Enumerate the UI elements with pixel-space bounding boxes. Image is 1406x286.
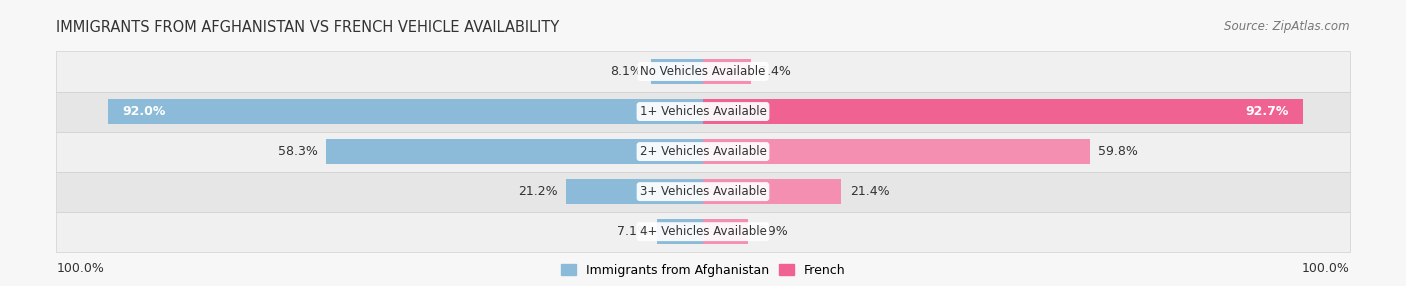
Text: Source: ZipAtlas.com: Source: ZipAtlas.com	[1225, 20, 1350, 33]
Text: 3+ Vehicles Available: 3+ Vehicles Available	[640, 185, 766, 198]
Text: 21.4%: 21.4%	[849, 185, 890, 198]
Text: 4+ Vehicles Available: 4+ Vehicles Available	[640, 225, 766, 238]
Text: 92.0%: 92.0%	[122, 105, 166, 118]
Text: 21.2%: 21.2%	[517, 185, 557, 198]
Text: IMMIGRANTS FROM AFGHANISTAN VS FRENCH VEHICLE AVAILABILITY: IMMIGRANTS FROM AFGHANISTAN VS FRENCH VE…	[56, 20, 560, 35]
Text: 59.8%: 59.8%	[1098, 145, 1137, 158]
Text: 7.4%: 7.4%	[759, 65, 792, 78]
Legend: Immigrants from Afghanistan, French: Immigrants from Afghanistan, French	[561, 264, 845, 277]
Text: 6.9%: 6.9%	[756, 225, 787, 238]
Text: 1+ Vehicles Available: 1+ Vehicles Available	[640, 105, 766, 118]
Text: 58.3%: 58.3%	[277, 145, 318, 158]
Text: 100.0%: 100.0%	[1302, 262, 1350, 275]
Text: 92.7%: 92.7%	[1246, 105, 1288, 118]
Text: 2+ Vehicles Available: 2+ Vehicles Available	[640, 145, 766, 158]
Text: 100.0%: 100.0%	[56, 262, 104, 275]
Text: 7.1%: 7.1%	[617, 225, 648, 238]
Text: 8.1%: 8.1%	[610, 65, 643, 78]
Text: No Vehicles Available: No Vehicles Available	[640, 65, 766, 78]
